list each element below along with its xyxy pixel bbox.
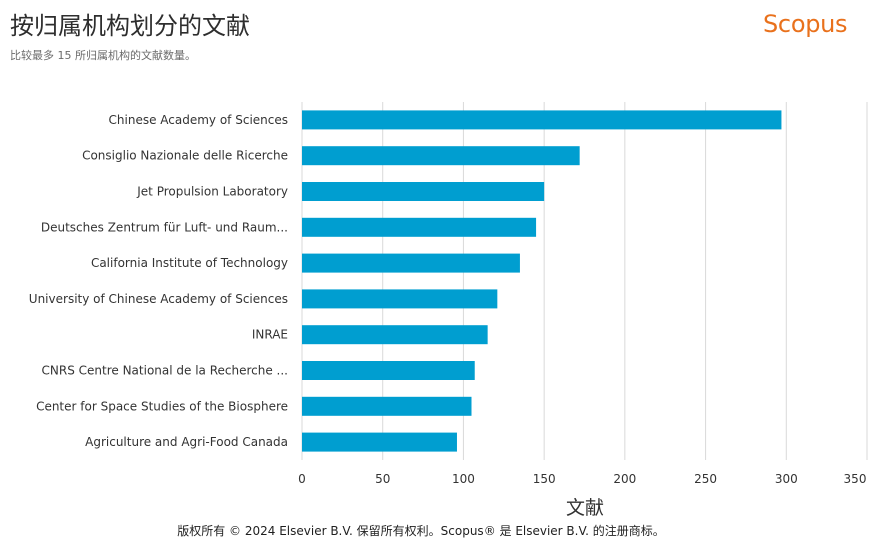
category-label: Chinese Academy of Sciences: [109, 113, 288, 127]
category-label: Center for Space Studies of the Biospher…: [36, 399, 288, 413]
page-subtitle: 比较最多 15 所归属机构的文献数量。: [10, 49, 196, 62]
bar[interactable]: [302, 325, 488, 345]
x-axis-label: 文献: [566, 497, 604, 519]
x-tick-label: 100: [452, 472, 475, 486]
scopus-logo: Scopus: [763, 10, 848, 38]
x-tick-label: 150: [533, 472, 556, 486]
bar[interactable]: [302, 396, 472, 416]
category-label: California Institute of Technology: [91, 256, 288, 270]
bar[interactable]: [302, 217, 537, 237]
category-label: CNRS Centre National de la Recherche ...: [42, 364, 288, 378]
bar[interactable]: [302, 110, 782, 130]
bar[interactable]: [302, 361, 475, 380]
bar[interactable]: [302, 146, 580, 166]
x-tick-label: 0: [298, 472, 306, 486]
category-label: Agriculture and Agri-Food Canada: [85, 435, 288, 449]
bar[interactable]: [302, 432, 457, 452]
category-labels: Chinese Academy of Sciences Consiglio Naz…: [29, 113, 288, 449]
bars: [302, 110, 782, 452]
x-tick-label: 250: [694, 472, 717, 486]
bar[interactable]: [302, 289, 498, 309]
category-label: Consiglio Nazionale delle Ricerche: [82, 149, 288, 163]
x-tick-labels: 0 50 100 150 200 250 300 350: [298, 472, 866, 486]
bar[interactable]: [302, 253, 520, 273]
copyright-footer: 版权所有 © 2024 Elsevier B.V. 保留所有权利。Scopus®…: [177, 524, 665, 538]
category-label: Jet Propulsion Laboratory: [136, 185, 288, 199]
x-tick-label: 50: [375, 472, 390, 486]
x-tick-label: 350: [844, 472, 867, 486]
category-label: Deutsches Zentrum für Luft- und Raum...: [41, 220, 288, 234]
x-tick-label: 300: [775, 472, 798, 486]
x-tick-label: 200: [613, 472, 636, 486]
category-label: INRAE: [252, 328, 288, 342]
category-label: University of Chinese Academy of Science…: [29, 292, 288, 306]
page-title: 按归属机构划分的文献: [10, 12, 250, 40]
bar[interactable]: [302, 182, 545, 201]
